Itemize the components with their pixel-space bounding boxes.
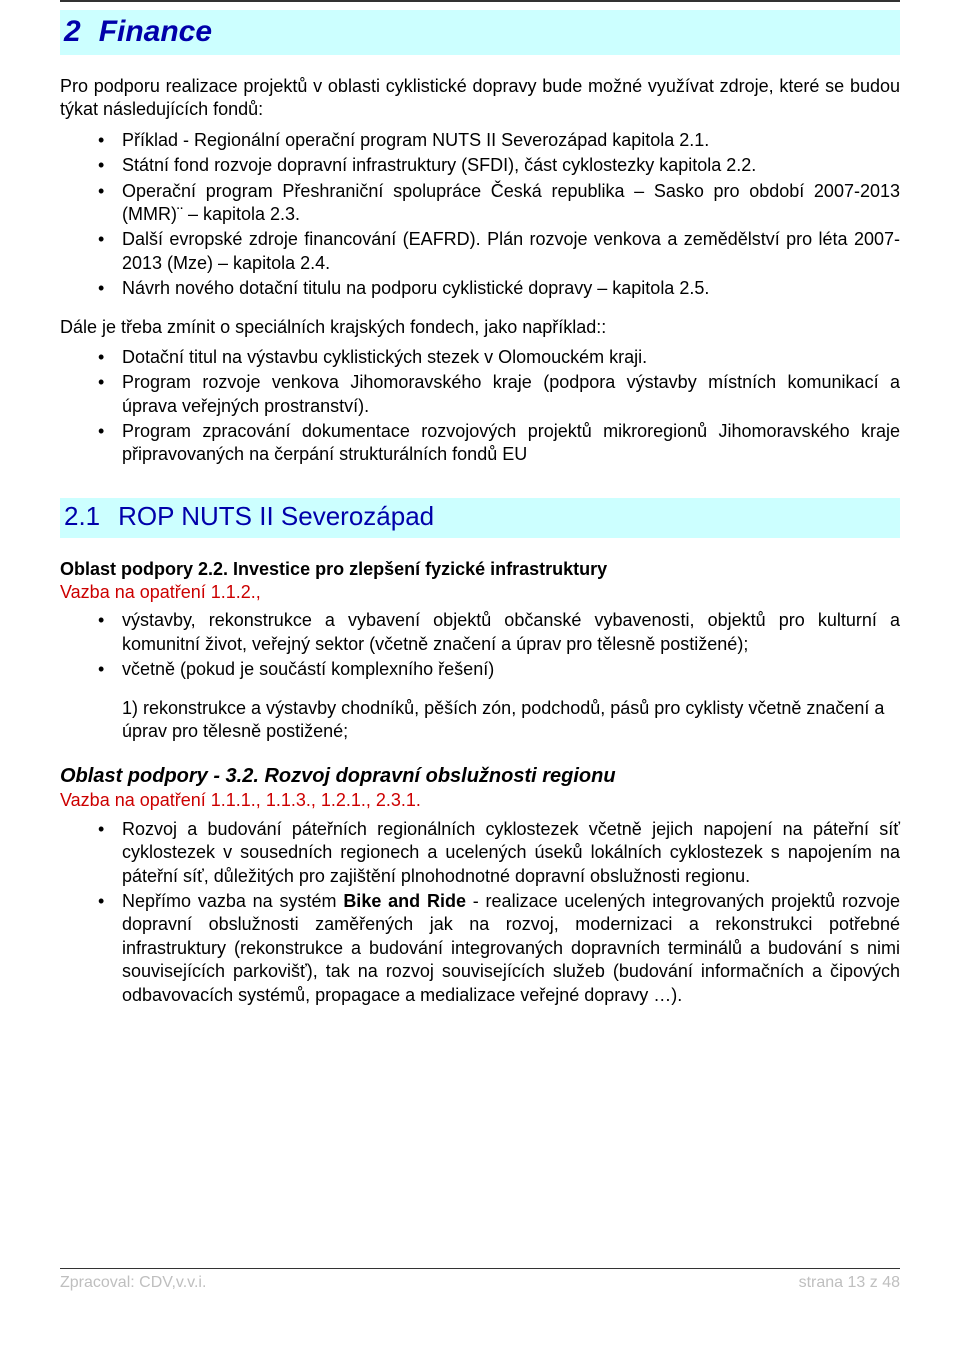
section-a-list: výstavby, rekonstrukce a vybavení objekt… — [60, 608, 900, 682]
list-item: Nepřímo vazba na systém Bike and Ride - … — [122, 889, 900, 1008]
intro-paragraph: Pro podporu realizace projektů v oblasti… — [60, 75, 900, 122]
list-item: Operační program Přeshraniční spolupráce… — [122, 179, 900, 228]
list-item: včetně (pokud je součástí komplexního ře… — [122, 657, 900, 682]
top-rule — [60, 0, 900, 2]
section-a-vazba: Vazba na opatření 1.1.2., — [60, 581, 900, 604]
page-footer: Zpracoval: CDV,v.v.i. strana 13 z 48 — [60, 1268, 900, 1294]
heading-title: ROP NUTS II Severozápad — [118, 500, 434, 534]
item-text-bold: Bike and Ride — [343, 891, 466, 911]
heading-number: 2.1 — [60, 500, 100, 534]
list-item: Návrh nového dotační titulu na podporu c… — [122, 276, 900, 301]
section-b-title: Oblast podpory - 3.2. Rozvoj dopravní ob… — [60, 763, 900, 789]
list-item: Příklad - Regionální operační program NU… — [122, 128, 900, 153]
list-item: výstavby, rekonstrukce a vybavení objekt… — [122, 608, 900, 657]
list-item: Program zpracování dokumentace rozvojový… — [122, 419, 900, 468]
heading-finance: 2 Finance — [60, 10, 900, 55]
list-item: Státní fond rozvoje dopravní infrastrukt… — [122, 153, 900, 178]
item-text-pre: Nepřímo vazba na systém — [122, 891, 343, 911]
regional-funds-paragraph: Dále je třeba zmínit o speciálních krajs… — [60, 316, 900, 339]
list-item: Program rozvoje venkova Jihomoravského k… — [122, 370, 900, 419]
funding-list: Příklad - Regionální operační program NU… — [60, 128, 900, 302]
regional-funds-list: Dotační titul na výstavbu cyklistických … — [60, 345, 900, 468]
section-a-subtext: 1) rekonstrukce a výstavby chodníků, pěš… — [60, 697, 900, 744]
heading-number: 2 — [60, 12, 81, 51]
footer-page-number: strana 13 z 48 — [799, 1273, 900, 1294]
list-item: Dotační titul na výstavbu cyklistických … — [122, 345, 900, 370]
section-b-list: Rozvoj a budování páteřních regionálních… — [60, 817, 900, 1008]
footer-author: Zpracoval: CDV,v.v.i. — [60, 1273, 206, 1294]
heading-rop: 2.1 ROP NUTS II Severozápad — [60, 498, 900, 538]
heading-title: Finance — [99, 12, 212, 51]
section-b-vazba: Vazba na opatření 1.1.1., 1.1.3., 1.2.1.… — [60, 789, 900, 812]
section-a-title: Oblast podpory 2.2. Investice pro zlepše… — [60, 558, 900, 581]
list-item: Další evropské zdroje financování (EAFRD… — [122, 227, 900, 276]
list-item: Rozvoj a budování páteřních regionálních… — [122, 817, 900, 889]
